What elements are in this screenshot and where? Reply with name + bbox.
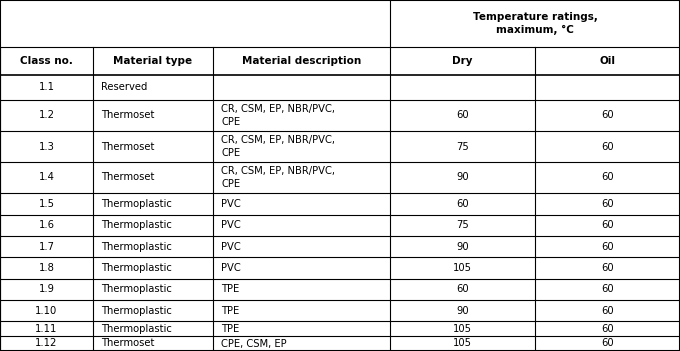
Text: PVC: PVC — [221, 220, 241, 231]
Text: TPE: TPE — [221, 305, 239, 316]
Text: CR, CSM, EP, NBR/PVC,
CPE: CR, CSM, EP, NBR/PVC, CPE — [221, 166, 335, 189]
Text: 60: 60 — [601, 199, 614, 209]
Text: 1.8: 1.8 — [39, 263, 54, 273]
Text: 60: 60 — [601, 241, 614, 252]
Text: CPE, CSM, EP: CPE, CSM, EP — [221, 338, 287, 349]
Text: 60: 60 — [601, 263, 614, 273]
Text: 60: 60 — [456, 199, 469, 209]
Text: CR, CSM, EP, NBR/PVC,
CPE: CR, CSM, EP, NBR/PVC, CPE — [221, 104, 335, 127]
Text: CR, CSM, EP, NBR/PVC,
CPE: CR, CSM, EP, NBR/PVC, CPE — [221, 135, 335, 158]
Text: Material type: Material type — [114, 56, 192, 66]
Text: PVC: PVC — [221, 199, 241, 209]
Text: 75: 75 — [456, 220, 469, 231]
Text: 1.3: 1.3 — [39, 141, 54, 152]
Text: 90: 90 — [456, 241, 469, 252]
Text: 1.9: 1.9 — [39, 285, 54, 294]
Text: 1.4: 1.4 — [39, 172, 54, 183]
Text: Dry: Dry — [452, 56, 473, 66]
Text: Thermoset: Thermoset — [101, 338, 154, 349]
Text: TPE: TPE — [221, 285, 239, 294]
Text: Reserved: Reserved — [101, 82, 148, 93]
Text: 75: 75 — [456, 141, 469, 152]
Text: 90: 90 — [456, 305, 469, 316]
Text: Thermoplastic: Thermoplastic — [101, 285, 172, 294]
Text: Thermoplastic: Thermoplastic — [101, 324, 172, 333]
Text: 1.6: 1.6 — [39, 220, 54, 231]
Text: Thermoplastic: Thermoplastic — [101, 220, 172, 231]
Text: Thermoplastic: Thermoplastic — [101, 241, 172, 252]
Text: 1.10: 1.10 — [35, 305, 58, 316]
Text: Thermoplastic: Thermoplastic — [101, 263, 172, 273]
Text: 1.1: 1.1 — [39, 82, 54, 93]
Text: 105: 105 — [453, 324, 472, 333]
Text: 60: 60 — [456, 285, 469, 294]
Text: Thermoset: Thermoset — [101, 111, 154, 120]
Text: PVC: PVC — [221, 263, 241, 273]
Text: 1.12: 1.12 — [35, 338, 58, 349]
Text: 105: 105 — [453, 263, 472, 273]
Text: 1.7: 1.7 — [39, 241, 54, 252]
Text: 1.5: 1.5 — [39, 199, 54, 209]
Text: Thermoset: Thermoset — [101, 172, 154, 183]
Text: Thermoset: Thermoset — [101, 141, 154, 152]
Text: 60: 60 — [601, 338, 614, 349]
Text: Thermoplastic: Thermoplastic — [101, 305, 172, 316]
Text: 60: 60 — [601, 305, 614, 316]
Text: 60: 60 — [601, 220, 614, 231]
Text: 60: 60 — [456, 111, 469, 120]
Text: Temperature ratings,
maximum, °C: Temperature ratings, maximum, °C — [473, 12, 598, 35]
Text: 60: 60 — [601, 324, 614, 333]
Text: 105: 105 — [453, 338, 472, 349]
Text: 60: 60 — [601, 111, 614, 120]
Text: PVC: PVC — [221, 241, 241, 252]
Text: 60: 60 — [601, 172, 614, 183]
Text: 60: 60 — [601, 285, 614, 294]
Text: 90: 90 — [456, 172, 469, 183]
Text: Class no.: Class no. — [20, 56, 73, 66]
Text: Material description: Material description — [242, 56, 361, 66]
Text: TPE: TPE — [221, 324, 239, 333]
Text: 1.11: 1.11 — [35, 324, 58, 333]
Text: Oil: Oil — [600, 56, 615, 66]
Text: Thermoplastic: Thermoplastic — [101, 199, 172, 209]
Text: 60: 60 — [601, 141, 614, 152]
Text: 1.2: 1.2 — [39, 111, 54, 120]
